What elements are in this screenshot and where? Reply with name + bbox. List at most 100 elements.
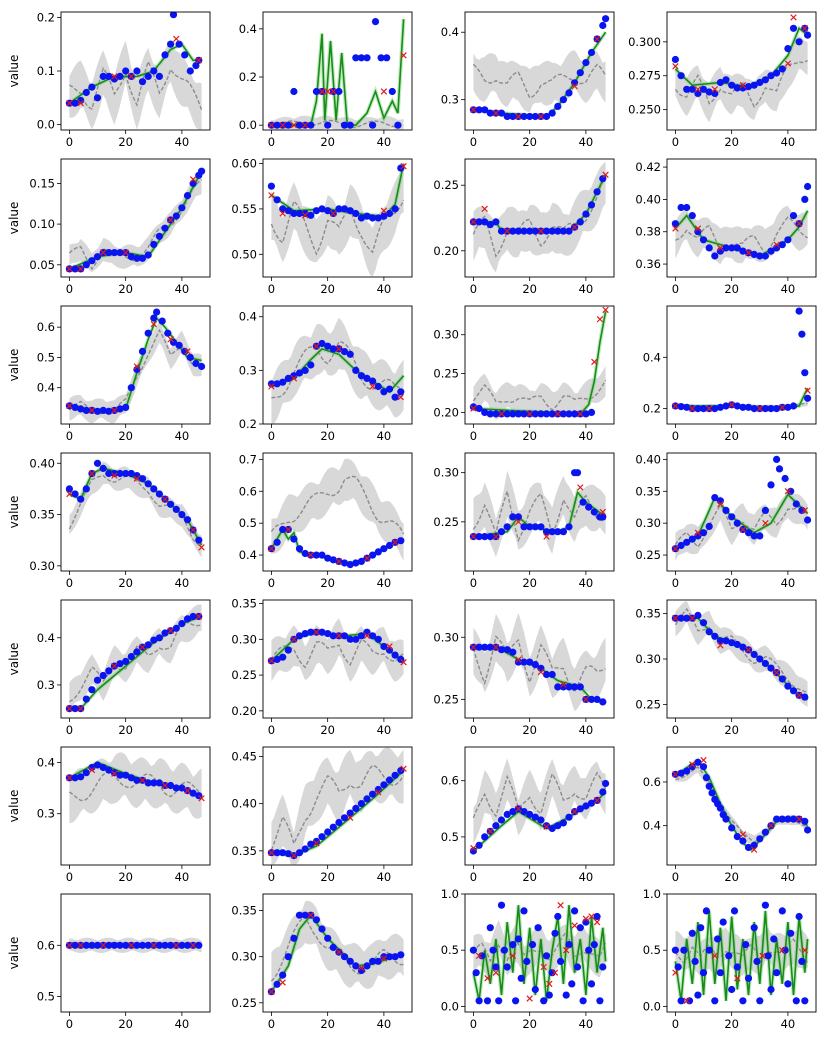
target-marker	[588, 913, 595, 920]
data-point	[486, 109, 494, 117]
data-point	[593, 188, 601, 196]
data-point	[385, 646, 394, 654]
target-marker	[773, 241, 780, 248]
target-marker	[128, 942, 135, 949]
uncertainty-band	[473, 366, 606, 420]
x-tick-label: 40	[377, 723, 392, 737]
data-point	[514, 227, 523, 235]
data-point	[295, 849, 304, 857]
target-marker-stroke	[358, 964, 365, 971]
data-point	[486, 221, 494, 229]
target-marker-stroke	[290, 375, 298, 382]
target-marker	[779, 946, 786, 954]
axes-frame	[666, 452, 817, 572]
data-point	[587, 695, 596, 704]
data-point	[189, 179, 197, 187]
data-point	[82, 941, 90, 949]
data-point	[557, 957, 565, 966]
y-tick-label: 0.1	[37, 64, 55, 78]
target-marker-stroke	[128, 73, 135, 80]
data-point	[301, 209, 309, 218]
target-marker	[111, 662, 118, 670]
target-marker	[161, 782, 169, 789]
y-tick-label: 0.5	[37, 990, 55, 1004]
target-marker	[492, 643, 500, 651]
target-marker	[77, 99, 84, 107]
data-point	[559, 410, 568, 418]
target-marker	[492, 533, 500, 540]
data-point	[761, 405, 770, 413]
data-point	[380, 388, 388, 396]
target-marker-stroke	[99, 249, 107, 256]
data-point	[122, 403, 130, 411]
subplot-9: 0 20 40 0.4 0.5 0.6 value	[7, 305, 211, 443]
x-tick-label: 20	[724, 576, 739, 590]
data-point	[391, 953, 399, 961]
x-tick-label: 0	[672, 870, 679, 884]
data-point	[186, 67, 194, 75]
data-point	[352, 209, 360, 218]
target-marker	[184, 348, 191, 355]
target-marker-stroke	[593, 35, 601, 43]
fit-series	[674, 910, 809, 1001]
data-point	[93, 761, 102, 769]
target-marker	[756, 405, 763, 412]
data-point	[671, 220, 680, 228]
data-point	[756, 252, 764, 260]
x-tick-label: 20	[522, 1017, 537, 1031]
x-tick-label: 0	[470, 576, 477, 590]
data-point	[733, 84, 741, 92]
data-point	[756, 532, 764, 540]
data-point	[329, 345, 337, 353]
data-point	[602, 779, 610, 788]
target-marker-stroke	[602, 306, 609, 314]
target-marker-stroke	[290, 121, 298, 129]
data-point	[683, 767, 691, 775]
data-point	[93, 459, 102, 467]
data-point	[503, 810, 511, 819]
plot-area	[469, 901, 608, 1005]
data-point	[352, 366, 360, 374]
y-tick-label: 0.30	[231, 950, 257, 964]
y-tick-label: 0.40	[635, 192, 661, 206]
data-point	[105, 941, 113, 949]
y-tick-label: 0.6	[239, 484, 257, 498]
target-marker-stroke	[391, 539, 399, 546]
data-point	[110, 249, 118, 257]
y-tick-label: 0.4	[239, 310, 257, 324]
data-point	[677, 997, 685, 1005]
target-marker	[111, 472, 118, 479]
data-point	[144, 480, 152, 488]
target-marker	[198, 795, 205, 802]
data-point	[352, 635, 360, 643]
subplot-25: 0 20 40 0.5 0.6 value	[7, 893, 211, 1031]
x-tick-label: 0	[470, 1017, 477, 1031]
data-point	[520, 808, 528, 816]
subplot-7: 0 20 40 0.20 0.25	[433, 158, 615, 296]
data-point	[500, 946, 508, 954]
x-tick-label: 40	[781, 1017, 796, 1031]
target-marker-stroke	[268, 545, 275, 552]
x-tick-label: 20	[522, 282, 537, 296]
y-tick-label: 0.2	[239, 417, 257, 431]
x-tick-label: 20	[118, 1017, 133, 1031]
target-marker	[717, 244, 724, 252]
target-marker	[492, 109, 500, 117]
data-point	[295, 911, 304, 919]
subplot-14: 0 20 40 0.4 0.5 0.6 0.7	[239, 452, 413, 590]
data-point	[116, 249, 124, 257]
data-point	[509, 112, 517, 121]
x-tick-label: 20	[724, 870, 739, 884]
subplot-10: 0 20 40 0.2 0.3 0.4	[239, 305, 413, 443]
data-point	[397, 767, 405, 775]
data-point	[699, 619, 708, 627]
target-marker	[318, 88, 326, 95]
y-tick-label: 0.6	[37, 938, 55, 952]
data-point	[318, 833, 326, 841]
target-marker	[739, 82, 747, 89]
y-tick-label: 0.4	[37, 755, 55, 769]
data-point	[329, 556, 337, 564]
data-point	[369, 551, 377, 559]
data-point	[767, 481, 775, 489]
